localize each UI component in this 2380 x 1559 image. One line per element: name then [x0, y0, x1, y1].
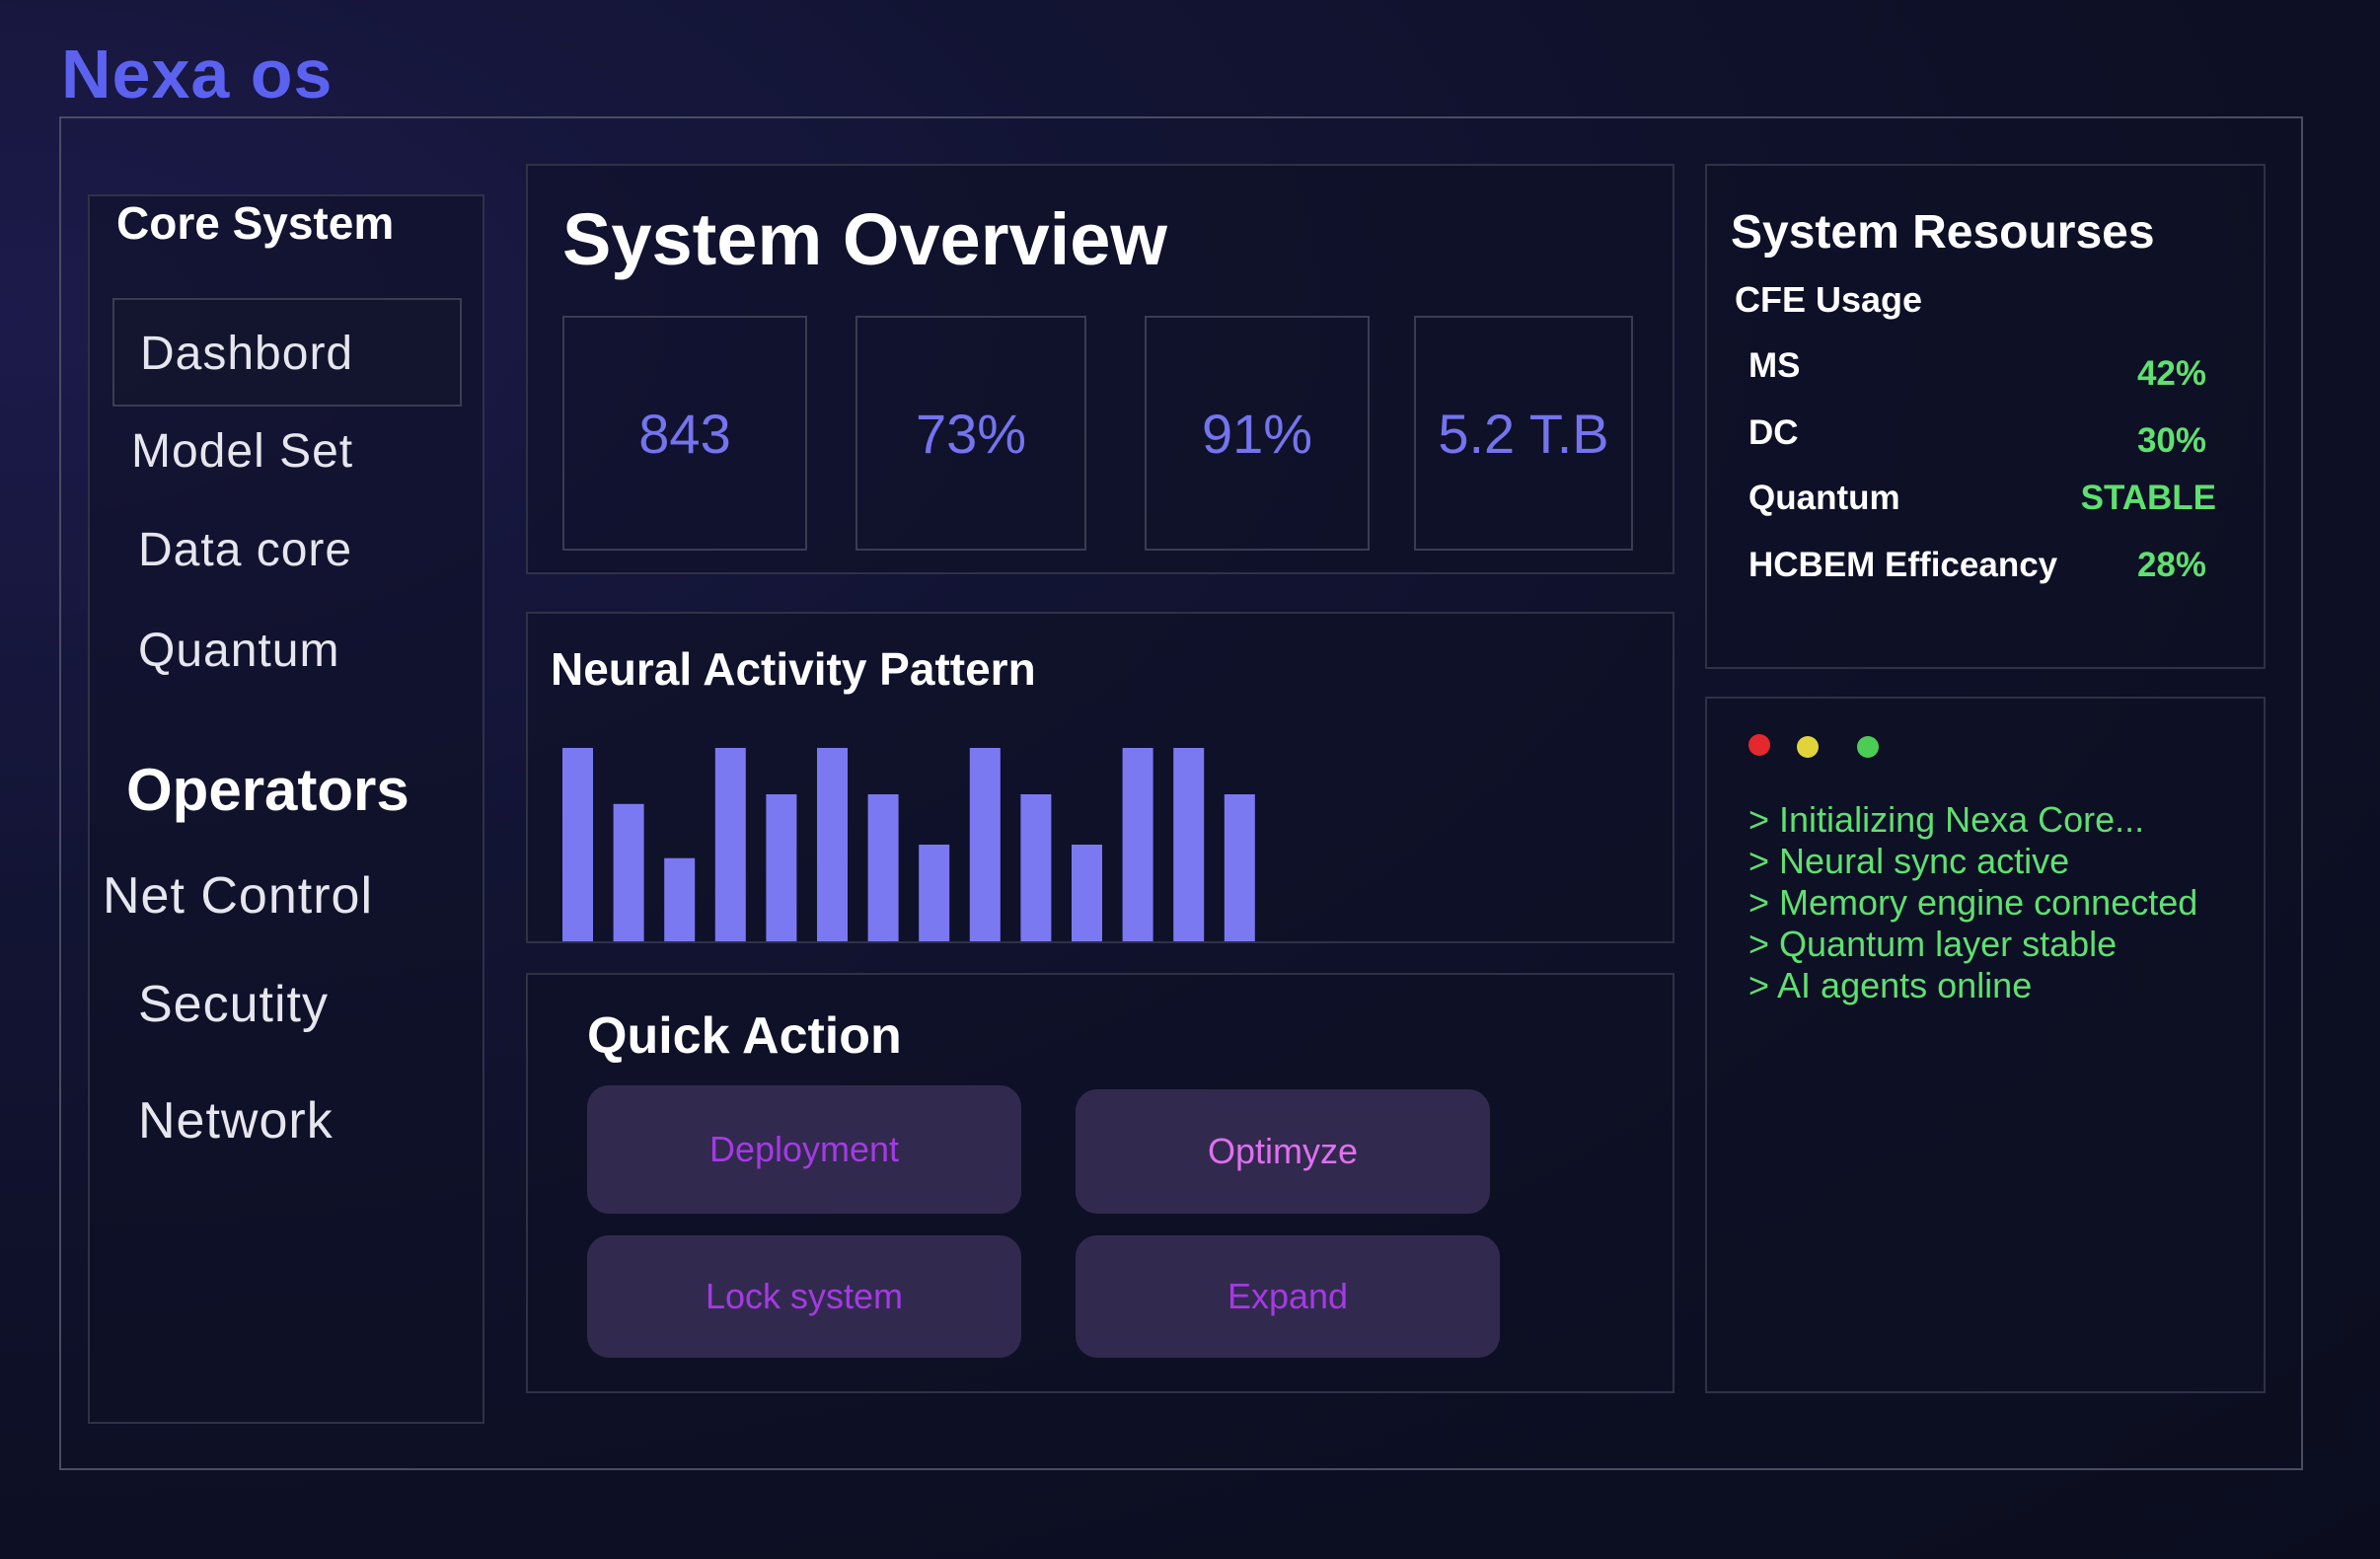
resource-value-ms: 42% [2136, 354, 2206, 393]
sidebar-item-quantum[interactable]: Quantum [138, 622, 339, 681]
chart-bar [714, 748, 746, 941]
terminal-panel [1705, 697, 2266, 1393]
app-title: Nexa os [61, 36, 334, 112]
sidebar-item-label: Dashbord [140, 328, 354, 380]
resource-label-dc: DC [1748, 413, 1799, 452]
chart-bar [664, 857, 696, 941]
chart-bar [1224, 794, 1255, 941]
stat-card-2: 73% [855, 316, 1086, 551]
resource-label-quantum: Quantum [1748, 479, 1900, 517]
resource-label-hcbem: HCBEM Efficeancy [1748, 546, 2058, 584]
button-label: Expand [1227, 1276, 1349, 1316]
system-overview-panel [526, 164, 1674, 574]
quick-action-title: Quick Action [587, 1007, 902, 1065]
chart-bar [817, 748, 848, 941]
sidebar-item-dashboard[interactable]: Dashbord [112, 298, 462, 407]
resource-value-dc: 30% [2136, 421, 2206, 460]
core-system-heading: Core System [116, 197, 395, 249]
terminal-line: > Initializing Nexa Core... [1748, 799, 2145, 840]
chart-bar [562, 748, 593, 941]
system-overview-title: System Overview [562, 198, 1167, 280]
stat-value: 91% [1201, 402, 1313, 465]
button-label: Optimyze [1207, 1131, 1359, 1171]
maximize-dot-icon[interactable] [1857, 736, 1879, 758]
close-dot-icon[interactable] [1748, 734, 1770, 756]
chart-bar [613, 803, 644, 941]
neural-activity-title: Neural Activity Pattern [551, 643, 1036, 695]
resource-value-quantum: STABLE [2080, 479, 2216, 517]
sidebar-item-label: Net Control [103, 867, 373, 925]
chart-bar [969, 748, 1001, 941]
sidebar-item-label: Model Set [131, 425, 354, 478]
stat-card-3: 91% [1145, 316, 1370, 551]
chart-bar [1173, 748, 1205, 941]
chart-bar [1020, 794, 1052, 941]
button-label: Deployment [708, 1129, 900, 1169]
system-resources-title: System Resourses [1731, 206, 2155, 259]
sidebar-item-label: Data core [138, 524, 353, 576]
sidebar-item-security[interactable]: Secutity [138, 975, 329, 1034]
button-label: Lock system [705, 1276, 904, 1316]
stat-value: 843 [638, 402, 731, 465]
system-resources-panel [1705, 164, 2266, 669]
stat-value: 5.2 T.B [1438, 402, 1609, 465]
terminal-line: > Neural sync active [1748, 841, 2070, 881]
expand-button[interactable]: Expand [1076, 1235, 1500, 1358]
optimize-button[interactable]: Optimyze [1076, 1089, 1490, 1214]
operators-heading: Operators [126, 757, 409, 823]
neural-activity-chart [562, 748, 1255, 941]
stat-card-4: 5.2 T.B [1414, 316, 1633, 551]
lock-system-button[interactable]: Lock system [587, 1235, 1021, 1358]
chart-bar [766, 794, 797, 941]
sidebar-item-network[interactable]: Network [138, 1091, 334, 1151]
dashboard-frame [59, 116, 2303, 1470]
cfe-usage-label: CFE Usage [1735, 279, 1923, 320]
chart-bar [1072, 845, 1102, 941]
minimize-dot-icon[interactable] [1797, 736, 1819, 758]
sidebar-item-label: Network [138, 1092, 334, 1150]
sidebar-item-model-set[interactable]: Model Set [131, 422, 353, 482]
sidebar-item-label: Secutity [138, 976, 329, 1033]
deployment-button[interactable]: Deployment [587, 1085, 1021, 1214]
sidebar-item-net-control[interactable]: Net Control [103, 866, 373, 926]
resource-label-ms: MS [1748, 346, 1801, 385]
chart-bar [919, 845, 950, 941]
sidebar-item-label: Quantum [138, 625, 340, 677]
terminal-line: > Quantum layer stable [1748, 924, 2118, 964]
sidebar-item-data-core[interactable]: Data core [138, 521, 352, 580]
terminal-line: > Memory engine connected [1748, 882, 2198, 923]
chart-bar [1122, 748, 1153, 941]
chart-bar [867, 794, 899, 941]
stat-value: 73% [915, 402, 1027, 465]
stat-card-1: 843 [562, 316, 807, 551]
resource-value-hcbem: 28% [2136, 546, 2206, 584]
terminal-line: > AI agents online [1748, 965, 2033, 1005]
